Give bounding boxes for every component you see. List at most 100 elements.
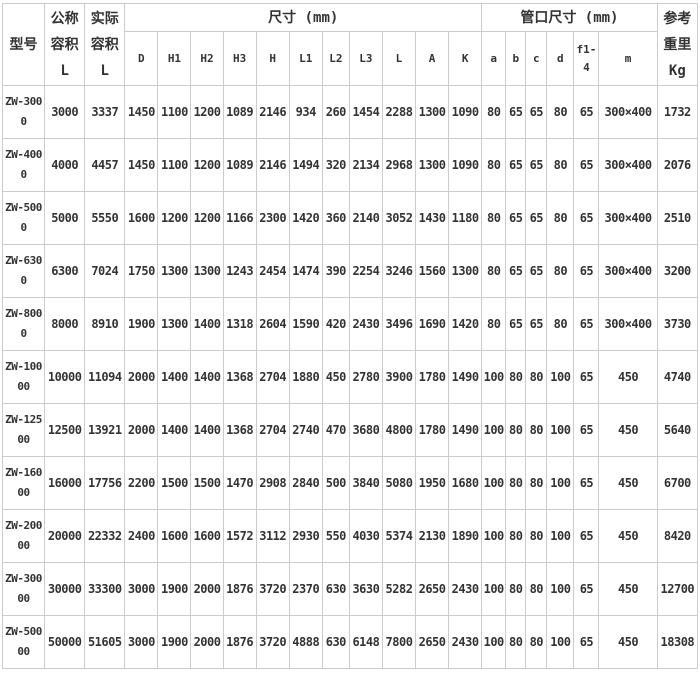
- model-cell: ZW-8000: [1, 297, 46, 351]
- value-cell: 12500: [44, 403, 86, 457]
- value-cell: 934: [288, 85, 323, 139]
- value-cell: 420: [321, 297, 350, 351]
- value-cell: 1100: [157, 138, 192, 192]
- value-cell: 450: [598, 456, 658, 510]
- value-cell: 3680: [348, 403, 383, 457]
- value-cell: 80: [525, 403, 548, 457]
- column-header: K: [448, 31, 483, 86]
- value-cell: 260: [321, 85, 350, 139]
- value-cell: 10000: [44, 350, 86, 404]
- value-cell: 100: [481, 509, 507, 563]
- value-cell: 3900: [381, 350, 417, 404]
- value-cell: 100: [481, 562, 507, 616]
- value-cell: 80: [505, 350, 527, 404]
- column-header: a: [481, 31, 507, 86]
- value-cell: 80: [481, 297, 507, 351]
- value-cell: 3337: [84, 85, 126, 139]
- value-cell: 4000: [44, 138, 86, 192]
- header-weight: 参考 重里 Kg: [656, 3, 699, 86]
- table-row: ZW-6300 6300 7024 1750 1300 1300 1243 2454 1474 3…: [1, 244, 699, 298]
- column-header: c: [525, 31, 548, 86]
- value-cell: 65: [505, 191, 527, 245]
- table-row: ZW-20000 20000 22332 2400 1600 1600 1572 3112 29…: [1, 509, 699, 563]
- value-cell: 65: [573, 403, 600, 457]
- value-cell: 2510: [656, 191, 699, 245]
- value-cell: 2430: [448, 562, 483, 616]
- value-cell: 80: [505, 456, 527, 510]
- value-cell: 100: [546, 350, 575, 404]
- column-header: b: [505, 31, 527, 86]
- value-cell: 65: [573, 350, 600, 404]
- value-cell: 2370: [288, 562, 323, 616]
- column-header: H2: [190, 31, 224, 86]
- column-header: H: [255, 31, 290, 86]
- value-cell: 2604: [255, 297, 290, 351]
- header-row-1: 型号 公称 容积 L 实际 容积 L 尺寸 (mm) 管口尺寸 (mm) 参考 重里 Kg: [1, 3, 699, 86]
- model-cell: ZW-5000: [1, 191, 46, 245]
- value-cell: 2200: [124, 456, 159, 510]
- column-header: d: [546, 31, 575, 86]
- model-cell: ZW-30000: [1, 562, 46, 616]
- value-cell: 1420: [288, 191, 323, 245]
- table-row: ZW-12500 12500 13921 2000 1400 1400 1368 2704 27…: [1, 403, 699, 457]
- value-cell: 450: [598, 509, 658, 563]
- value-cell: 2430: [448, 615, 483, 669]
- value-cell: 1200: [190, 191, 224, 245]
- value-cell: 65: [525, 138, 548, 192]
- value-cell: 1876: [222, 562, 257, 616]
- value-cell: 1880: [288, 350, 323, 404]
- value-cell: 2430: [348, 297, 383, 351]
- value-cell: 1690: [415, 297, 450, 351]
- value-cell: 2704: [255, 403, 290, 457]
- value-cell: 320: [321, 138, 350, 192]
- value-cell: 5640: [656, 403, 699, 457]
- value-cell: 1300: [448, 244, 483, 298]
- table-row: ZW-50000 50000 51605 3000 1900 2000 1876 3720 48…: [1, 615, 699, 669]
- value-cell: 80: [525, 509, 548, 563]
- value-cell: 1572: [222, 509, 257, 563]
- value-cell: 2146: [255, 85, 290, 139]
- value-cell: 1494: [288, 138, 323, 192]
- value-cell: 65: [505, 85, 527, 139]
- value-cell: 470: [321, 403, 350, 457]
- value-cell: 80: [481, 191, 507, 245]
- value-cell: 80: [546, 244, 575, 298]
- value-cell: 80: [525, 456, 548, 510]
- value-cell: 12700: [656, 562, 699, 616]
- value-cell: 4800: [381, 403, 417, 457]
- value-cell: 1300: [415, 85, 450, 139]
- header-nominal-volume: 公称 容积 L: [44, 3, 86, 86]
- value-cell: 2650: [415, 562, 450, 616]
- value-cell: 3052: [381, 191, 417, 245]
- value-cell: 2300: [255, 191, 290, 245]
- value-cell: 2254: [348, 244, 383, 298]
- value-cell: 3720: [255, 562, 290, 616]
- value-cell: 65: [573, 562, 600, 616]
- value-cell: 65: [525, 297, 548, 351]
- column-header: L: [381, 31, 417, 86]
- value-cell: 3496: [381, 297, 417, 351]
- value-cell: 2650: [415, 615, 450, 669]
- value-cell: 1400: [157, 403, 192, 457]
- value-cell: 80: [546, 85, 575, 139]
- value-cell: 65: [573, 244, 600, 298]
- value-cell: 30000: [44, 562, 86, 616]
- value-cell: 300×400: [598, 85, 658, 139]
- value-cell: 80: [505, 509, 527, 563]
- value-cell: 390: [321, 244, 350, 298]
- column-header: f1-4: [573, 31, 600, 86]
- value-cell: 3720: [255, 615, 290, 669]
- value-cell: 65: [525, 244, 548, 298]
- value-cell: 4030: [348, 509, 383, 563]
- value-cell: 5080: [381, 456, 417, 510]
- table-body: ZW-3000 3000 3337 1450 1100 1200 1089 2146 934 26…: [1, 85, 699, 669]
- value-cell: 6148: [348, 615, 383, 669]
- value-cell: 1300: [157, 297, 192, 351]
- value-cell: 2146: [255, 138, 290, 192]
- value-cell: 1900: [157, 562, 192, 616]
- model-cell: ZW-50000: [1, 615, 46, 669]
- value-cell: 1300: [415, 138, 450, 192]
- specification-table: 型号 公称 容积 L 实际 容积 L 尺寸 (mm) 管口尺寸 (mm) 参考 重里 Kg …: [1, 3, 699, 669]
- value-cell: 65: [573, 191, 600, 245]
- value-cell: 3630: [348, 562, 383, 616]
